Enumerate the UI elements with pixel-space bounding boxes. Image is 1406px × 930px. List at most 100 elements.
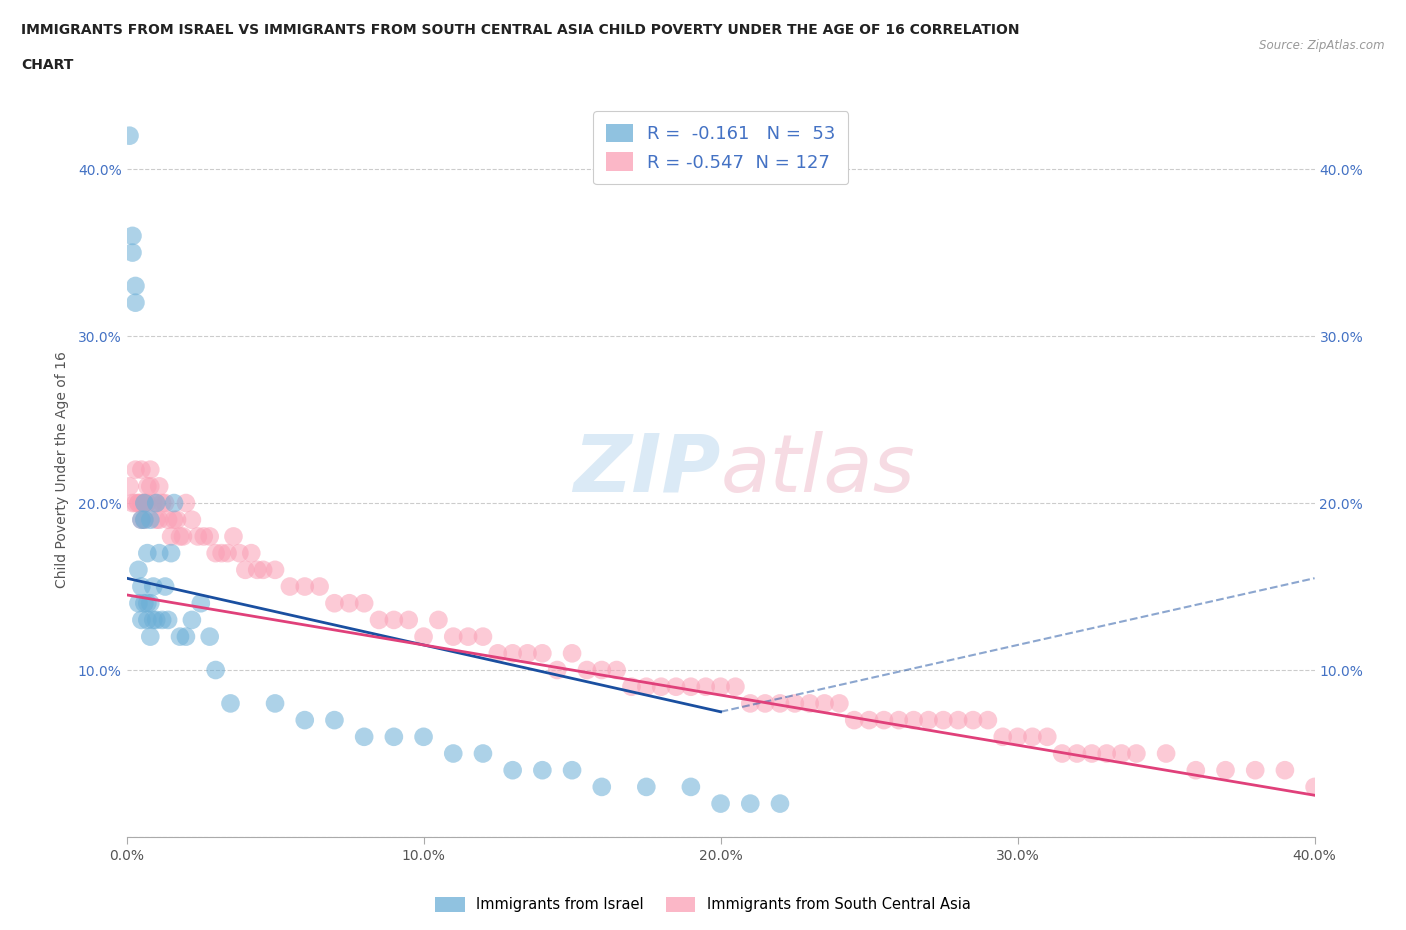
Legend: R =  -0.161   N =  53, R = -0.547  N = 127: R = -0.161 N = 53, R = -0.547 N = 127 — [593, 112, 848, 184]
Point — [294, 712, 316, 727]
Point — [813, 696, 835, 711]
Point — [134, 512, 156, 527]
Point — [1036, 729, 1059, 744]
Point — [217, 546, 239, 561]
Point — [180, 512, 202, 527]
Point — [561, 645, 583, 660]
Point — [160, 546, 183, 561]
Point — [166, 512, 188, 527]
Point — [502, 763, 524, 777]
Point — [1274, 763, 1296, 777]
Point — [858, 712, 880, 727]
Point — [991, 729, 1014, 744]
Point — [457, 630, 479, 644]
Point — [917, 712, 939, 727]
Point — [1348, 763, 1371, 777]
Point — [799, 696, 821, 711]
Point — [153, 496, 176, 511]
Point — [1007, 729, 1029, 744]
Point — [240, 546, 263, 561]
Point — [187, 529, 209, 544]
Point — [204, 546, 226, 561]
Point — [486, 645, 509, 660]
Text: CHART: CHART — [21, 58, 73, 72]
Point — [1244, 763, 1267, 777]
Point — [145, 512, 167, 527]
Point — [134, 496, 156, 511]
Point — [121, 496, 143, 511]
Point — [591, 779, 613, 794]
Point — [620, 679, 643, 694]
Point — [136, 613, 159, 628]
Point — [124, 496, 146, 511]
Point — [139, 479, 162, 494]
Point — [121, 246, 143, 260]
Point — [873, 712, 896, 727]
Legend: Immigrants from Israel, Immigrants from South Central Asia: Immigrants from Israel, Immigrants from … — [430, 891, 976, 918]
Point — [222, 529, 245, 544]
Point — [145, 496, 167, 511]
Point — [353, 596, 375, 611]
Point — [769, 696, 792, 711]
Point — [127, 596, 149, 611]
Point — [1154, 746, 1177, 761]
Point — [139, 512, 162, 527]
Point — [131, 512, 153, 527]
Point — [136, 496, 159, 511]
Point — [353, 729, 375, 744]
Point — [127, 496, 149, 511]
Point — [606, 662, 628, 677]
Point — [145, 496, 167, 511]
Point — [665, 679, 688, 694]
Text: IMMIGRANTS FROM ISRAEL VS IMMIGRANTS FROM SOUTH CENTRAL ASIA CHILD POVERTY UNDER: IMMIGRANTS FROM ISRAEL VS IMMIGRANTS FRO… — [21, 23, 1019, 37]
Y-axis label: Child Poverty Under the Age of 16: Child Poverty Under the Age of 16 — [55, 352, 69, 588]
Point — [148, 479, 170, 494]
Point — [142, 613, 165, 628]
Point — [1125, 746, 1147, 761]
Point — [157, 613, 180, 628]
Point — [382, 729, 405, 744]
Point — [246, 563, 269, 578]
Point — [193, 529, 215, 544]
Point — [148, 512, 170, 527]
Point — [118, 128, 141, 143]
Point — [136, 546, 159, 561]
Point — [679, 679, 702, 694]
Point — [127, 563, 149, 578]
Point — [368, 613, 391, 628]
Point — [134, 496, 156, 511]
Point — [150, 496, 173, 511]
Point — [1050, 746, 1073, 761]
Point — [887, 712, 910, 727]
Point — [174, 630, 197, 644]
Point — [204, 662, 226, 677]
Point — [1319, 763, 1341, 777]
Point — [127, 496, 149, 511]
Point — [516, 645, 538, 660]
Point — [264, 696, 287, 711]
Point — [1362, 763, 1385, 777]
Point — [546, 662, 568, 677]
Point — [1333, 763, 1355, 777]
Point — [337, 596, 360, 611]
Point — [650, 679, 672, 694]
Point — [1081, 746, 1104, 761]
Point — [139, 462, 162, 477]
Point — [412, 729, 434, 744]
Point — [163, 496, 186, 511]
Point — [150, 613, 173, 628]
Point — [145, 613, 167, 628]
Point — [636, 679, 658, 694]
Point — [211, 546, 233, 561]
Point — [502, 645, 524, 660]
Point — [471, 746, 495, 761]
Point — [962, 712, 984, 727]
Point — [139, 630, 162, 644]
Point — [198, 529, 221, 544]
Point — [294, 579, 316, 594]
Point — [148, 546, 170, 561]
Point — [157, 512, 180, 527]
Point — [139, 596, 162, 611]
Point — [252, 563, 274, 578]
Point — [932, 712, 955, 727]
